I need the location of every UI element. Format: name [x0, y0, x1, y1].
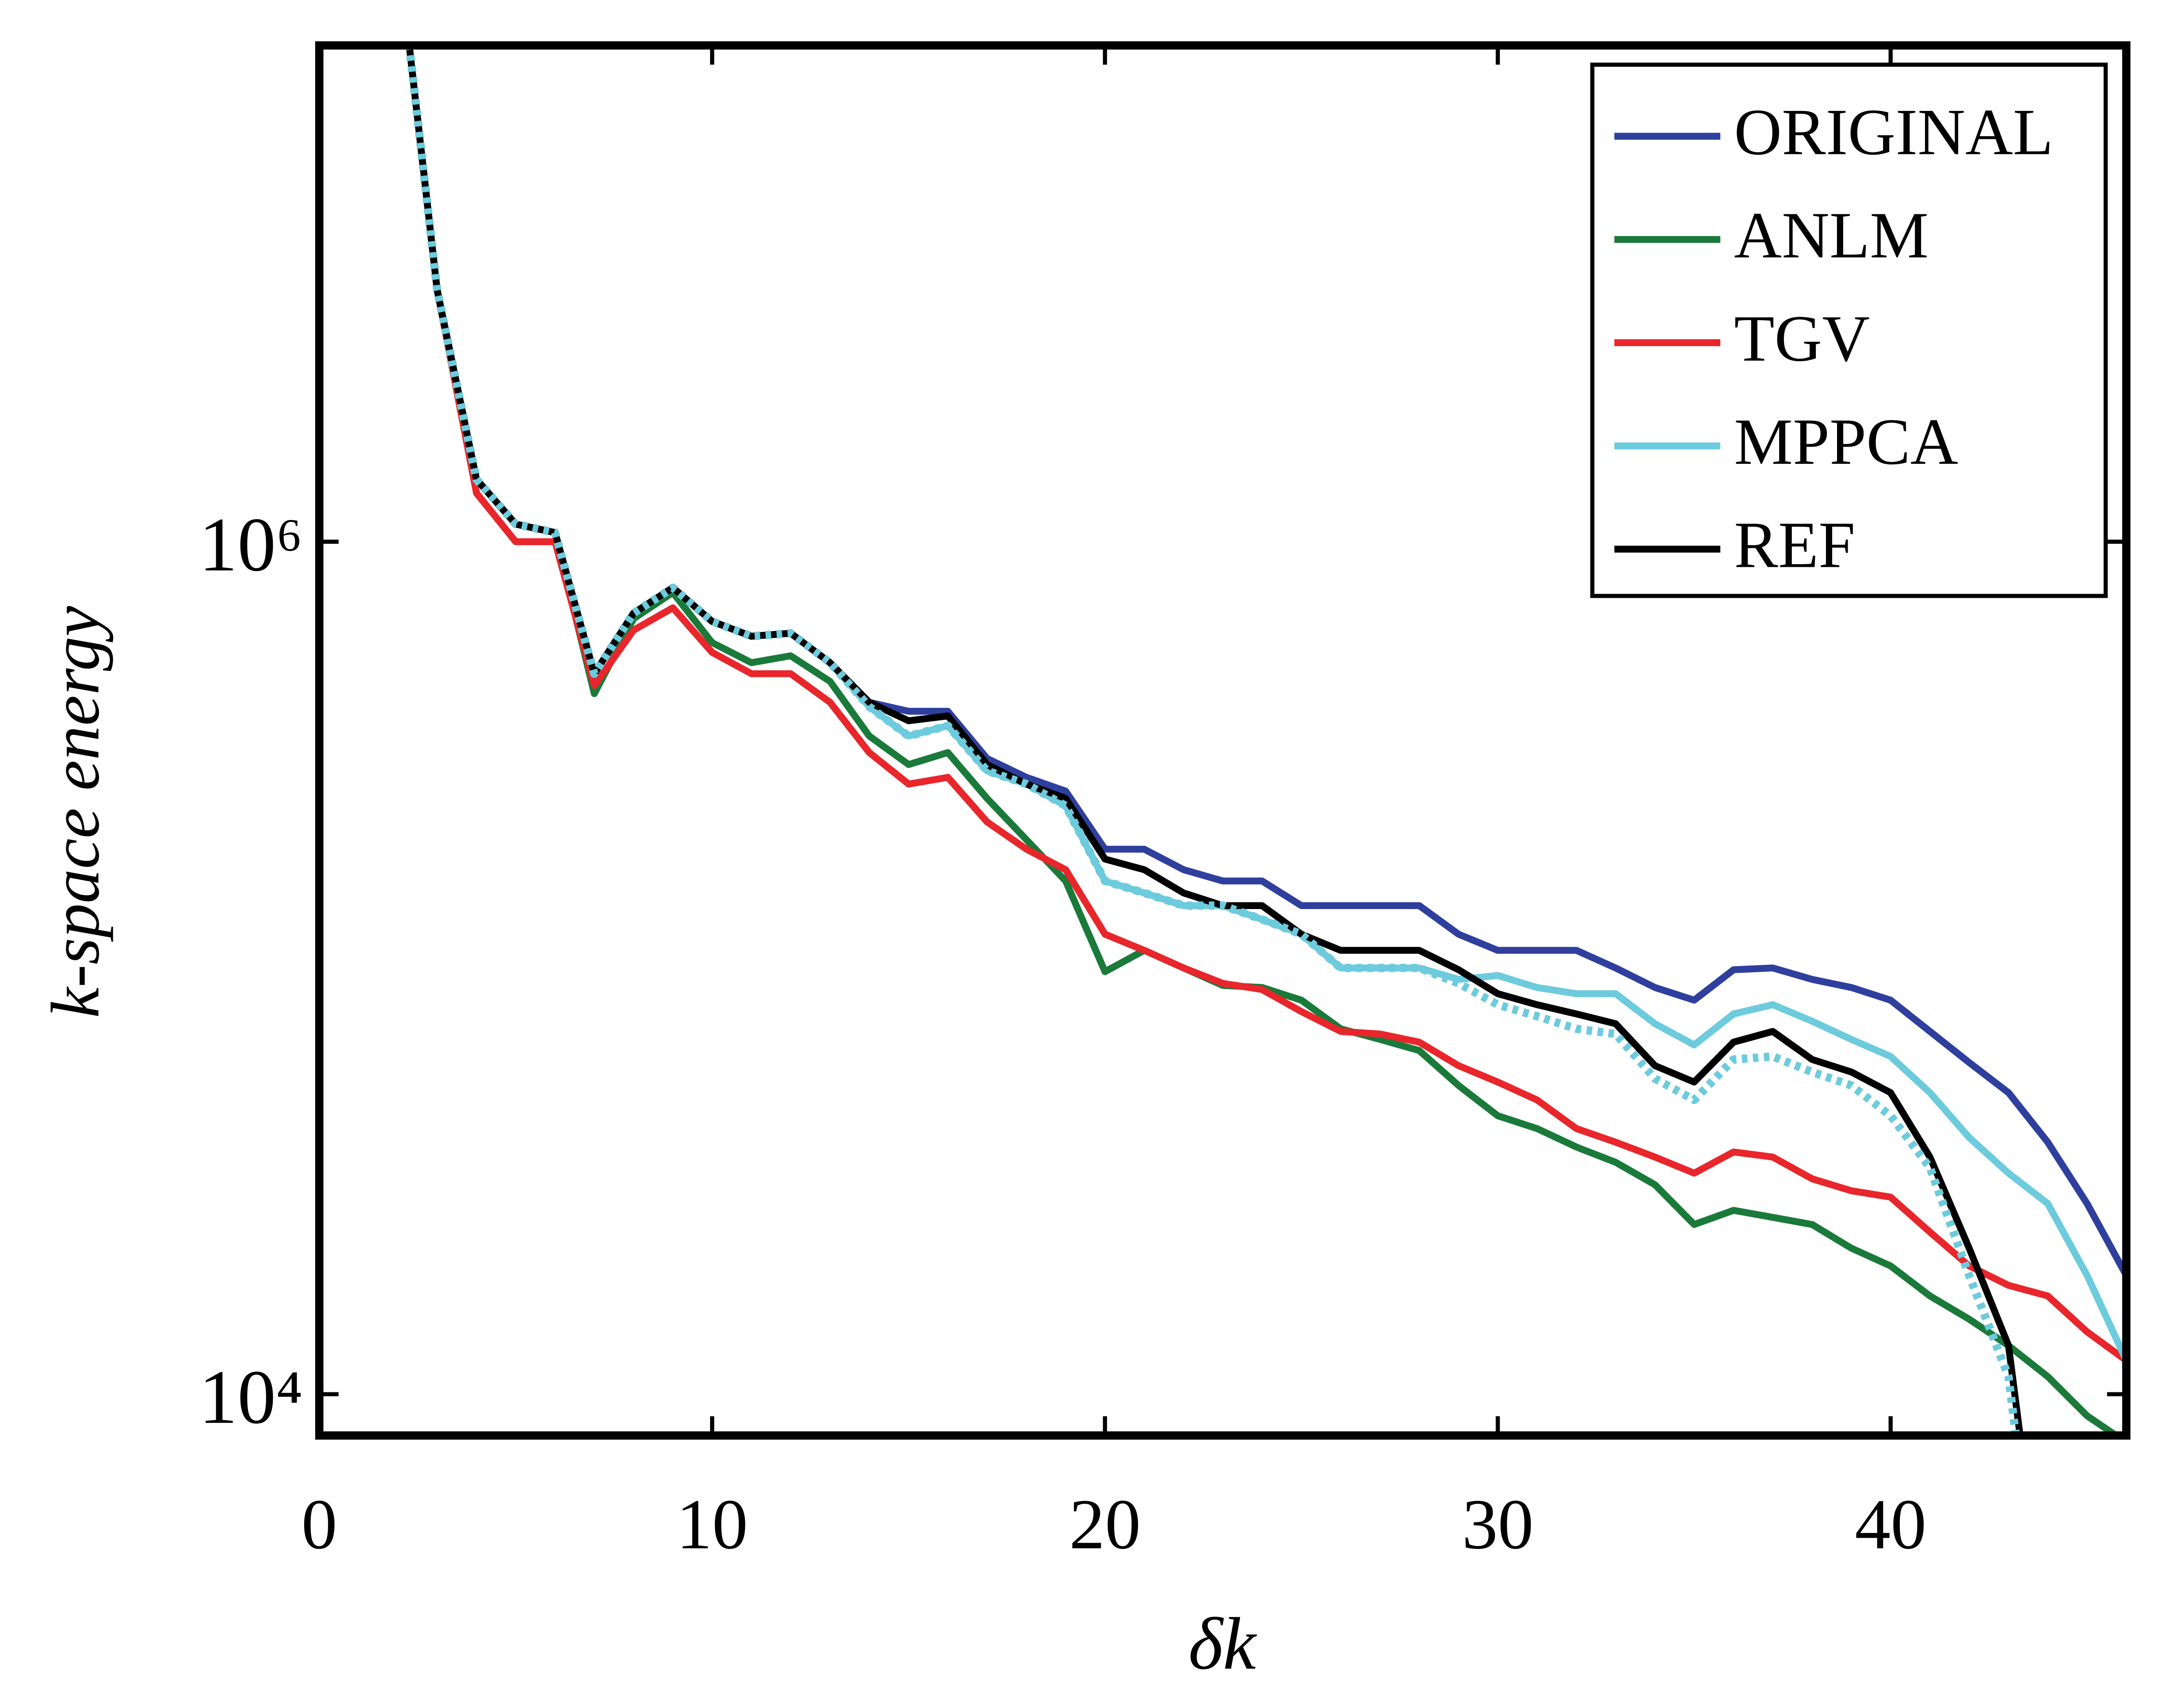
x-tick-label: 30: [1462, 1485, 1534, 1564]
x-axis-label: δk: [1188, 1603, 1257, 1685]
legend-label: MPPCA: [1734, 405, 1958, 478]
x-tick-label: 20: [1069, 1485, 1141, 1564]
y-axis-label: k-space energy: [37, 606, 114, 1018]
legend-box: [1590, 62, 2108, 598]
plot-lines: [405, 45, 2127, 1436]
legend-label: TGV: [1734, 302, 1870, 375]
x-tick-label: 40: [1855, 1485, 1926, 1564]
series-line: [405, 45, 2127, 1364]
legend-label: REF: [1734, 509, 1855, 582]
y-tick-label: 10⁶: [199, 502, 303, 587]
dashed-line: [405, 45, 2020, 1436]
legend-label: ANLM: [1734, 199, 1929, 272]
legend-label: ORIGINAL: [1734, 96, 2053, 169]
y-tick-label: 10⁴: [199, 1354, 303, 1440]
plot-frame: [315, 41, 2131, 1440]
x-tick-label: 10: [676, 1485, 748, 1564]
x-tick-label: 0: [302, 1485, 337, 1564]
